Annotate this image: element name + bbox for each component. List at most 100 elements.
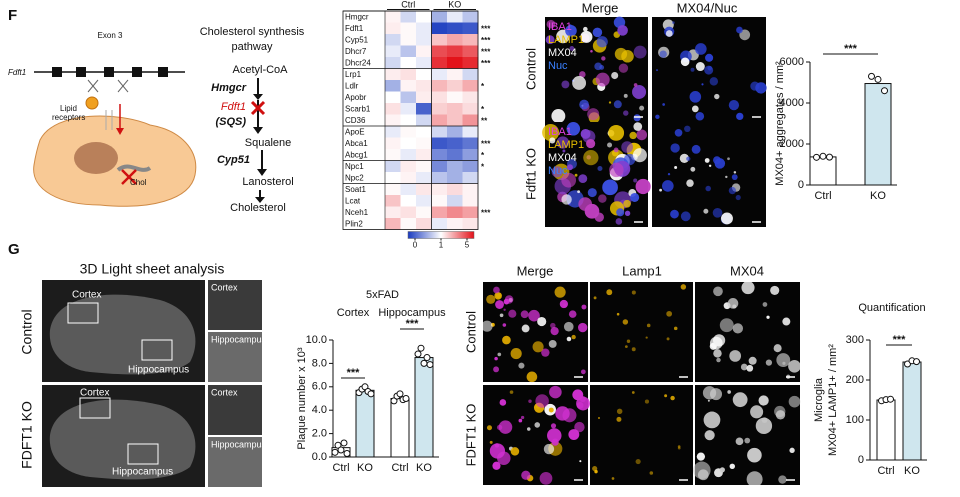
signal — [770, 285, 780, 295]
y-tick-label: 8.0 — [312, 357, 327, 369]
signal — [725, 175, 728, 179]
signal — [566, 122, 581, 136]
y-axis-label: Microglia — [813, 377, 825, 422]
brain-images: Cortex Hippocampus Cortex Hippocampus Co… — [42, 280, 267, 487]
signal — [486, 425, 493, 431]
data-point — [868, 72, 875, 80]
signal — [740, 363, 748, 371]
heatmap-cell — [416, 68, 432, 81]
row-label: Soat1 — [345, 185, 366, 194]
signal — [695, 43, 707, 55]
significance: *** — [481, 47, 491, 56]
signal — [568, 310, 577, 318]
heatmap-cell — [462, 218, 479, 230]
signal — [691, 144, 701, 154]
signal — [750, 405, 764, 419]
heatmap-cell — [431, 57, 448, 69]
pathway-title: pathway — [232, 41, 273, 53]
heatmap-cell — [447, 68, 463, 81]
heatmap-cell — [447, 160, 463, 173]
heatmap-cell — [416, 91, 432, 104]
signal — [554, 286, 566, 298]
heatmap-cell — [400, 114, 417, 127]
signal — [691, 105, 699, 113]
stain-label: MX04 — [548, 47, 577, 59]
significance: *** — [481, 139, 491, 148]
heatmap-cell — [416, 80, 432, 92]
y-tick-label: 6000 — [780, 56, 804, 68]
region-label: Cortex — [72, 290, 101, 301]
row-label: ApoE — [345, 127, 365, 136]
heatmap-cell — [462, 149, 479, 161]
signal — [632, 84, 647, 99]
heatmap-cell — [431, 114, 448, 127]
signal — [674, 166, 678, 170]
signal — [721, 212, 733, 225]
signal — [574, 173, 578, 177]
heatmap-cell — [447, 34, 463, 46]
signal — [542, 124, 560, 141]
signal — [521, 470, 531, 480]
signal — [555, 406, 570, 421]
heatmap-cell — [431, 218, 448, 230]
signal — [728, 186, 737, 195]
row-label: Control — [463, 311, 478, 353]
heatmap-cell — [385, 195, 401, 207]
heatmap-cell — [400, 195, 417, 207]
lipid — [85, 96, 99, 110]
data-point — [402, 395, 410, 402]
signal — [762, 302, 768, 307]
data-point — [417, 344, 425, 352]
signal — [636, 129, 648, 141]
heatmap-cell — [447, 137, 463, 150]
signal — [545, 35, 555, 45]
signal — [509, 390, 514, 394]
heatmap-cell — [416, 218, 432, 230]
heatmap-cell — [416, 183, 432, 196]
signal — [550, 322, 556, 329]
heatmap-cell — [400, 160, 417, 173]
significance: *** — [347, 367, 361, 379]
signal — [562, 149, 566, 153]
signal — [614, 47, 628, 61]
signal — [778, 475, 787, 484]
heatmap-cell — [416, 45, 432, 58]
region-label: Hippocampus — [112, 467, 173, 478]
heatmap-cell — [431, 183, 448, 196]
data-point — [414, 350, 422, 358]
data-point — [426, 361, 434, 369]
signal — [611, 72, 619, 80]
signal — [537, 316, 547, 327]
heatmap-cell — [431, 91, 448, 104]
heatmap-cell — [400, 149, 417, 161]
heatmap-cell — [431, 80, 448, 92]
significance: *** — [481, 24, 491, 33]
heatmap-cell — [431, 34, 448, 46]
signal — [732, 323, 744, 334]
heatmap-cell — [447, 57, 463, 69]
signal — [577, 322, 588, 333]
data-point — [874, 75, 882, 83]
region-label: Cortex — [80, 388, 109, 399]
data-point — [396, 390, 404, 398]
pathway-title: Cholesterol synthesis — [200, 26, 305, 38]
signal — [716, 357, 721, 363]
signal — [596, 36, 608, 48]
signal — [719, 467, 725, 473]
signal — [719, 318, 734, 333]
signal — [494, 443, 500, 448]
lipid-label: Lipid — [60, 104, 77, 113]
heatmap-cell — [385, 34, 401, 46]
signal — [659, 188, 662, 192]
heatmap-cell — [447, 195, 463, 207]
signal — [649, 471, 654, 475]
signal — [563, 321, 574, 332]
signal — [727, 298, 739, 309]
signal — [729, 463, 736, 470]
x-tick-label: Ctrl — [814, 190, 831, 202]
signal — [578, 197, 593, 211]
arrow-heads — [253, 94, 267, 203]
y-tick-label: 200 — [846, 374, 864, 386]
signal — [579, 460, 582, 463]
signal — [728, 99, 740, 111]
